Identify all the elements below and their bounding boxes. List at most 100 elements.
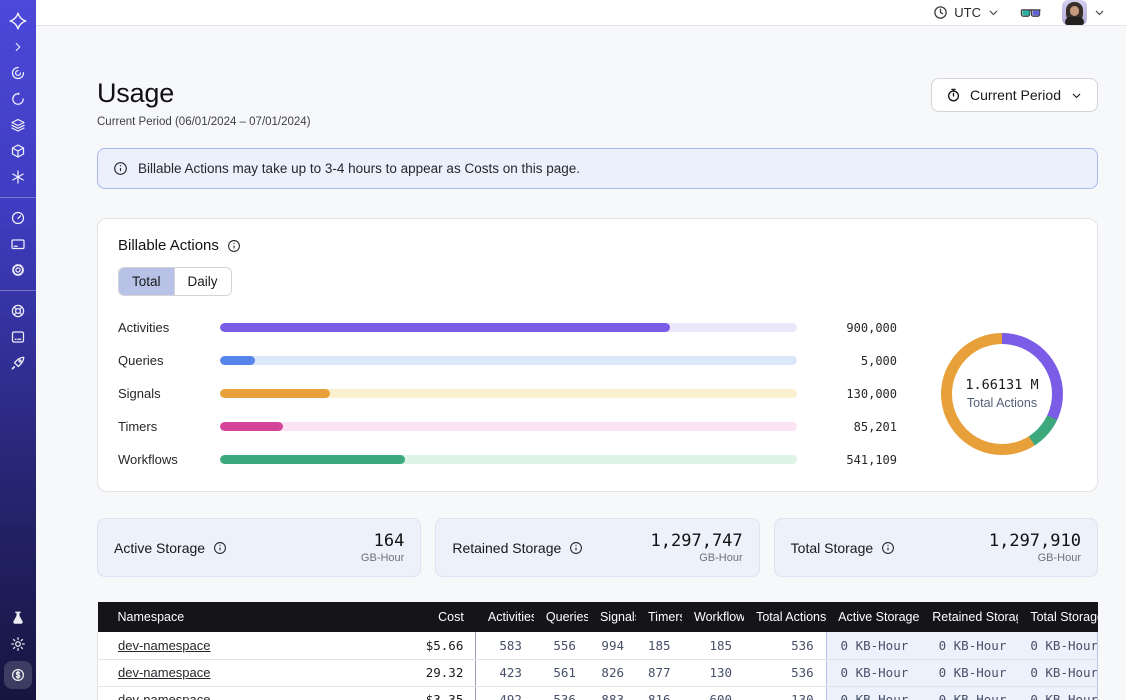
cost-cell: $5.66: [398, 632, 476, 659]
activities-cell: 583: [476, 632, 534, 659]
namespace-cell: dev-namespace: [98, 632, 398, 659]
active-storage-label: Active Storage: [114, 540, 205, 556]
period-selector-label: Current Period: [970, 87, 1061, 103]
col-activities: Activities: [476, 602, 534, 632]
bar-label: Timers: [118, 419, 204, 434]
total-actions-cell: 536: [744, 659, 826, 686]
support-lifebuoy-icon[interactable]: [4, 299, 32, 323]
bar-row-workflows: Workflows 541,109: [118, 452, 897, 467]
dashboard-gauge-icon[interactable]: [4, 206, 32, 230]
info-icon[interactable]: [569, 541, 583, 555]
page-subtitle: Current Period (06/01/2024 – 07/01/2024): [97, 116, 311, 128]
bar-label: Queries: [118, 353, 204, 368]
cost-cell: $3.35: [398, 686, 476, 700]
namespace-cell: dev-namespace: [98, 659, 398, 686]
total-actions-value: 1.66131 M: [965, 377, 1038, 393]
namespaces-icon[interactable]: [4, 61, 32, 85]
active-storage-cell: 0 KB-Hour: [826, 632, 920, 659]
page-title: Usage: [97, 78, 311, 109]
total-storage-cell: 0 KB-Hour: [1018, 686, 1097, 700]
storage-summary-row: Active Storage 164 GB-Hour Retained Stor…: [97, 518, 1098, 577]
history-icon[interactable]: [4, 87, 32, 111]
billable-bar-chart: Activities 900,000 Queries 5,000 Signals…: [118, 320, 897, 467]
queries-cell: 556: [534, 632, 588, 659]
avatar: [1062, 0, 1087, 25]
workflows-cell: 130: [682, 659, 744, 686]
bar-fill: [220, 389, 330, 398]
total-actions-donut: 1.66131 M Total Actions: [941, 333, 1063, 455]
lab-flask-icon[interactable]: [4, 606, 32, 630]
bar-fill: [220, 323, 670, 332]
col-timers: Timers: [636, 602, 682, 632]
bar-track: [220, 389, 797, 398]
bar-track: [220, 323, 797, 332]
cost-cell: 29.32: [398, 659, 476, 686]
col-namespace: Namespace: [98, 602, 398, 632]
table-row: dev-namespace $3.35 492 536 883 816 600 …: [98, 686, 1098, 700]
layers-icon[interactable]: [4, 113, 32, 137]
queries-cell: 561: [534, 659, 588, 686]
page-content: Usage Current Period (06/01/2024 – 07/01…: [36, 26, 1126, 700]
gear-icon[interactable]: [4, 258, 32, 282]
bar-track: [220, 356, 797, 365]
info-icon[interactable]: [881, 541, 895, 555]
bar-fill: [220, 356, 255, 365]
storage-unit: GB-Hour: [651, 552, 743, 564]
info-banner: Billable Actions may take up to 3-4 hour…: [97, 148, 1098, 189]
asterisk-icon[interactable]: [4, 165, 32, 189]
workflows-cell: 600: [682, 686, 744, 700]
sidebar-divider: [0, 197, 36, 198]
namespace-link[interactable]: dev-namespace: [118, 692, 211, 700]
retained-storage-value: 1,297,747: [651, 531, 743, 551]
tab-total[interactable]: Total: [119, 268, 174, 295]
chevron-down-icon: [987, 6, 1000, 19]
total-storage-label: Total Storage: [791, 540, 874, 556]
info-icon[interactable]: [227, 239, 241, 253]
timezone-selector[interactable]: UTC: [933, 5, 1000, 20]
info-icon[interactable]: [213, 541, 227, 555]
retained-storage-cell: 0 KB-Hour: [920, 632, 1018, 659]
feedback-icon[interactable]: [4, 325, 32, 349]
bar-label: Workflows: [118, 452, 204, 467]
topbar: UTC: [36, 0, 1126, 26]
timers-cell: 877: [636, 659, 682, 686]
main-area: UTC Usage Current Period (06/01/2024 – 0…: [36, 0, 1126, 700]
table-header-row: Namespace Cost Activities Queries Signal…: [98, 602, 1098, 632]
total-storage-card: Total Storage 1,297,910 GB-Hour: [774, 518, 1098, 577]
total-storage-cell: 0 KB-Hour: [1018, 632, 1097, 659]
rocket-icon[interactable]: [4, 351, 32, 375]
signals-cell: 826: [588, 659, 636, 686]
timezone-label: UTC: [954, 5, 981, 20]
signals-cell: 994: [588, 632, 636, 659]
theme-sun-icon[interactable]: [4, 632, 32, 656]
temporal-logo-icon[interactable]: [4, 9, 32, 33]
bar-value: 541,109: [813, 453, 897, 467]
namespace-link[interactable]: dev-namespace: [118, 638, 211, 653]
col-queries: Queries: [534, 602, 588, 632]
cube-icon[interactable]: [4, 139, 32, 163]
col-total-storage: Total Storage: [1018, 602, 1097, 632]
bar-track: [220, 422, 797, 431]
storage-unit: GB-Hour: [989, 552, 1081, 564]
col-active-storage: Active Storage: [826, 602, 920, 632]
bar-row-timers: Timers 85,201: [118, 419, 897, 434]
tab-daily[interactable]: Daily: [174, 268, 231, 295]
bar-row-signals: Signals 130,000: [118, 386, 897, 401]
namespace-link[interactable]: dev-namespace: [118, 665, 211, 680]
total-storage-cell: 0 KB-Hour: [1018, 659, 1097, 686]
workflows-cell: 185: [682, 632, 744, 659]
queries-cell: 536: [534, 686, 588, 700]
glasses-icon[interactable]: [1020, 5, 1042, 21]
collapse-chevron-icon[interactable]: [4, 35, 32, 59]
bar-label: Activities: [118, 320, 204, 335]
chevron-down-icon: [1093, 6, 1106, 19]
user-menu[interactable]: [1062, 0, 1106, 25]
banner-text: Billable Actions may take up to 3-4 hour…: [138, 161, 580, 176]
period-selector-button[interactable]: Current Period: [931, 78, 1098, 112]
active-storage-cell: 0 KB-Hour: [826, 659, 920, 686]
usage-dollar-icon[interactable]: [4, 661, 32, 689]
billing-card-icon[interactable]: [4, 232, 32, 256]
activities-cell: 492: [476, 686, 534, 700]
active-storage-cell: 0 KB-Hour: [826, 686, 920, 700]
active-storage-card: Active Storage 164 GB-Hour: [97, 518, 421, 577]
